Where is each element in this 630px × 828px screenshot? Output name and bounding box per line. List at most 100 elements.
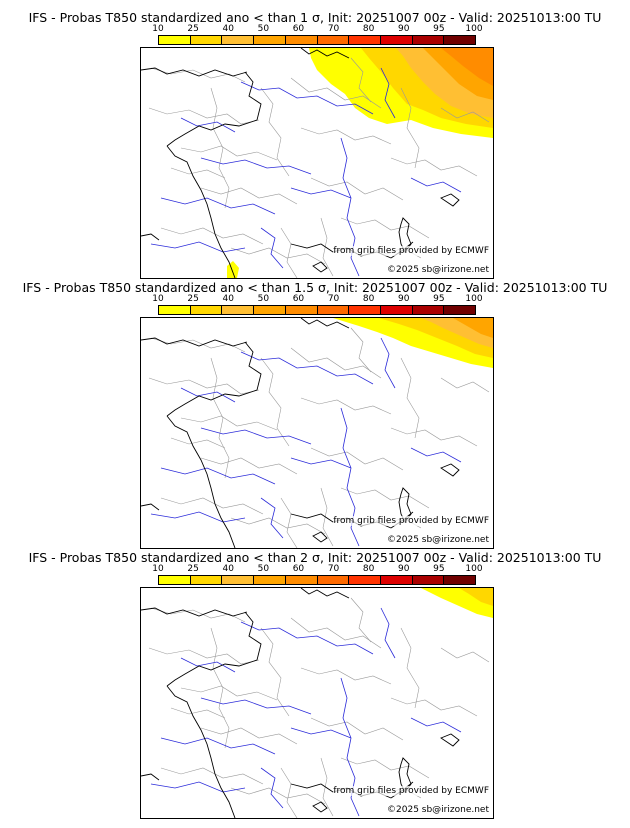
border-line xyxy=(148,647,260,665)
scale-segment-2 xyxy=(190,306,223,314)
coast-line xyxy=(166,415,236,548)
scale-label-50: 50 xyxy=(257,294,270,304)
scale-segment-2 xyxy=(190,576,223,584)
river-line xyxy=(260,227,284,269)
scale-label-90: 90 xyxy=(398,24,410,34)
coast-line xyxy=(166,341,262,417)
border-line xyxy=(148,377,260,395)
coast-line xyxy=(141,503,160,511)
border-line xyxy=(230,247,326,265)
border-line xyxy=(300,127,392,145)
border-line xyxy=(290,77,382,109)
scale-label-70: 70 xyxy=(327,24,340,34)
scale-label-10: 10 xyxy=(152,24,164,34)
river-line xyxy=(410,177,462,193)
border-line xyxy=(440,647,490,663)
scale-label-70: 70 xyxy=(327,294,340,304)
river-line xyxy=(150,241,246,253)
border-line xyxy=(180,145,278,161)
scale-label-40: 40 xyxy=(222,24,234,34)
border-line xyxy=(390,157,478,177)
rivers xyxy=(150,67,462,277)
scale-label-90: 90 xyxy=(398,294,410,304)
scale-label-80: 80 xyxy=(362,24,375,34)
scale-segment-10 xyxy=(444,576,476,584)
river-line xyxy=(410,717,462,733)
border-line xyxy=(340,487,430,509)
map-frame: from grib files provided by ECMWF ©2025 … xyxy=(140,587,494,819)
color-scale-bar xyxy=(158,575,476,585)
probability-map-panel-2σ: IFS - Probas T850 standardized ano < tha… xyxy=(0,550,630,820)
river-line xyxy=(260,767,284,809)
scale-segment-9 xyxy=(412,576,445,584)
river-line xyxy=(290,727,352,739)
river-line xyxy=(240,351,374,385)
river-line xyxy=(160,197,276,215)
scale-segment-5 xyxy=(285,306,318,314)
scale-segment-1 xyxy=(159,306,191,314)
border-line xyxy=(148,107,260,125)
rivers xyxy=(150,607,462,817)
scale-segment-8 xyxy=(380,306,413,314)
scale-label-95: 95 xyxy=(433,24,445,34)
scale-label-100: 100 xyxy=(465,294,483,304)
border-line xyxy=(280,767,298,818)
scale-segment-4 xyxy=(254,306,286,314)
scale-label-60: 60 xyxy=(292,294,305,304)
border-line xyxy=(320,757,334,817)
scale-segment-10 xyxy=(444,306,476,314)
scale-label-60: 60 xyxy=(292,24,305,34)
scale-label-40: 40 xyxy=(222,564,234,574)
scale-segment-1 xyxy=(159,576,191,584)
regional-borders xyxy=(148,597,490,818)
scale-label-95: 95 xyxy=(433,294,445,304)
river-line xyxy=(160,467,276,485)
border-line xyxy=(230,787,326,805)
border-line xyxy=(260,627,290,717)
scale-label-100: 100 xyxy=(465,564,483,574)
coast-line xyxy=(312,531,328,543)
copyright-credit: ©2025 sb@irizone.net xyxy=(387,265,489,275)
border-line xyxy=(160,497,264,515)
scale-segment-9 xyxy=(412,36,445,44)
color-scale-bar xyxy=(158,305,476,315)
scale-segment-4 xyxy=(254,576,286,584)
scale-label-25: 25 xyxy=(187,294,199,304)
scale-segment-5 xyxy=(285,576,318,584)
border-line xyxy=(400,87,420,169)
probability-map-panel-1.5σ: IFS - Probas T850 standardized ano < tha… xyxy=(0,280,630,550)
border-line xyxy=(180,685,278,701)
scale-segment-8 xyxy=(380,36,413,44)
border-line xyxy=(440,377,490,393)
river-line xyxy=(290,187,352,199)
scale-label-50: 50 xyxy=(257,564,270,574)
border-line xyxy=(440,107,490,123)
river-line xyxy=(160,737,276,755)
copyright-credit: ©2025 sb@irizone.net xyxy=(387,805,489,815)
color-scale-labels: 10 25 40 50 60 70 80 90 95 100 xyxy=(152,564,482,574)
border-line xyxy=(340,217,430,239)
border-line xyxy=(350,327,372,373)
river-line xyxy=(260,497,284,539)
scale-label-80: 80 xyxy=(362,564,375,574)
river-line xyxy=(150,511,246,523)
border-line xyxy=(280,227,298,278)
border-line xyxy=(200,187,298,205)
regional-borders xyxy=(148,57,490,278)
scale-label-100: 100 xyxy=(465,24,483,34)
scale-label-60: 60 xyxy=(292,564,305,574)
scale-label-80: 80 xyxy=(362,294,375,304)
border-line xyxy=(300,667,392,685)
coast-line xyxy=(440,193,460,207)
border-line xyxy=(310,717,404,741)
river-line xyxy=(380,337,396,389)
scale-segment-7 xyxy=(349,306,381,314)
border-line xyxy=(200,457,298,475)
coast-line xyxy=(141,233,160,241)
scale-label-10: 10 xyxy=(152,564,164,574)
source-credit: from grib files provided by ECMWF xyxy=(333,786,489,796)
river-line xyxy=(200,697,312,715)
scale-segment-6 xyxy=(317,576,350,584)
border-line xyxy=(350,57,372,103)
scale-label-70: 70 xyxy=(327,564,340,574)
